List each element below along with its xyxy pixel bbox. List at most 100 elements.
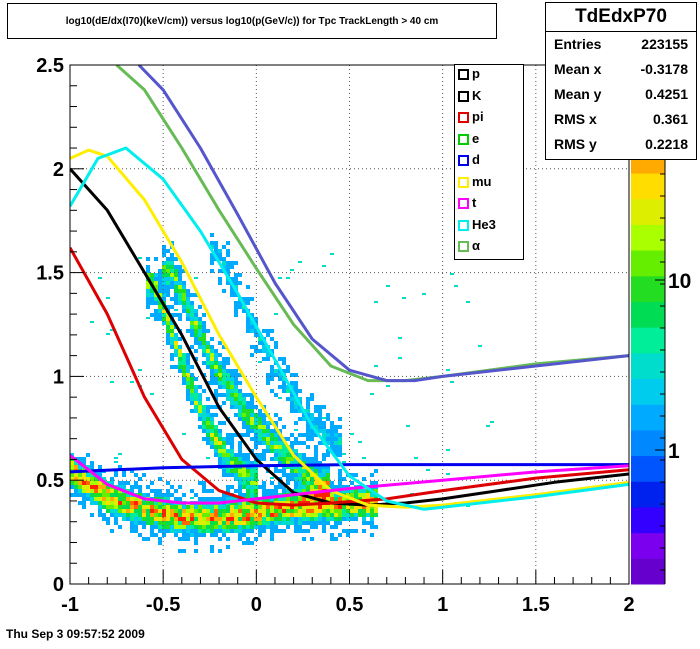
density-bin [238,281,242,285]
density-bin [182,357,186,361]
density-bin [222,461,226,465]
density-bin [146,293,150,297]
density-bin [266,349,270,353]
density-bin [330,525,334,529]
density-bin [294,469,298,473]
density-bin [334,445,338,449]
density-bin [210,345,214,349]
stats-row-rms-y: RMS y 0.2218 [546,132,696,157]
density-bin [182,533,186,537]
x-tick-label: -0.5 [146,594,180,616]
density-bin [322,465,326,469]
density-bin [210,253,214,257]
density-bin [138,501,142,505]
density-bin [254,433,258,437]
density-bin [198,525,202,529]
density-bin [254,461,258,465]
density-bin [294,497,298,501]
density-bin [350,509,354,513]
density-bin [298,505,302,509]
colorbar-segment [631,455,665,482]
density-bin [258,485,262,489]
density-bin [246,453,250,457]
density-bin [310,457,314,461]
density-bin [218,361,222,365]
density-bin [274,525,278,529]
density-bin [370,525,374,529]
density-bin [98,481,102,485]
density-bin [122,497,126,501]
density-bin [194,333,198,337]
density-bin [262,417,266,421]
density-bin [174,277,178,281]
density-bin [222,261,226,265]
density-bin [310,413,314,417]
density-bin [350,433,354,435]
x-tick-label: -1 [61,594,79,616]
density-bin [134,513,138,517]
density-bin [194,409,198,413]
density-bin [306,433,310,437]
density-bin [258,529,262,533]
density-bin [186,381,190,385]
density-bin [182,377,186,381]
density-bin [246,485,250,489]
density-bin [258,505,262,509]
density-bin [310,521,314,525]
density-bin [302,417,306,421]
density-bin [246,481,250,485]
density-bin [186,361,190,365]
density-bin [218,513,222,517]
density-bin [218,365,222,369]
density-bin [206,505,210,509]
density-bin [246,513,250,517]
density-bin [158,509,162,513]
density-bin [178,345,182,349]
density-bin [266,437,270,441]
density-bin [314,481,318,485]
density-bin [246,541,250,545]
density-bin [146,265,150,269]
density-bin [138,505,142,509]
density-bin [154,505,158,509]
density-bin [246,393,250,397]
density-bin [222,385,226,389]
density-bin [194,321,198,325]
density-bin [178,505,182,509]
density-bin [230,369,234,373]
density-bin [318,473,322,477]
density-bin [314,409,318,413]
density-bin [262,429,266,433]
density-bin [194,393,198,397]
density-bin [238,517,242,521]
density-bin [234,521,238,525]
density-bin [114,513,118,517]
density-bin [218,381,222,385]
density-bin [234,393,238,397]
density-bin [190,505,194,509]
density-bin [142,525,146,529]
density-bin [314,469,318,473]
density-bin [218,281,222,285]
density-bin [182,353,186,357]
density-bin [254,477,258,481]
density-bin [150,489,154,493]
density-bin [230,485,234,489]
timestamp: Thu Sep 3 09:57:52 2009 [6,627,145,641]
density-bin [230,461,234,465]
density-bin [298,501,302,505]
density-bin [198,529,202,533]
density-bin [258,421,262,425]
density-bin [274,489,278,493]
density-bin [182,513,186,517]
density-bin [230,445,234,449]
density-bin [150,313,154,317]
density-bin [178,361,182,365]
density-bin [238,477,242,481]
density-bin [290,477,294,481]
density-bin [194,309,198,313]
density-bin [166,489,170,493]
stats-row-rms-x: RMS x 0.361 [546,107,696,132]
x-tick-label: 0 [251,594,262,616]
density-bin [138,485,142,489]
